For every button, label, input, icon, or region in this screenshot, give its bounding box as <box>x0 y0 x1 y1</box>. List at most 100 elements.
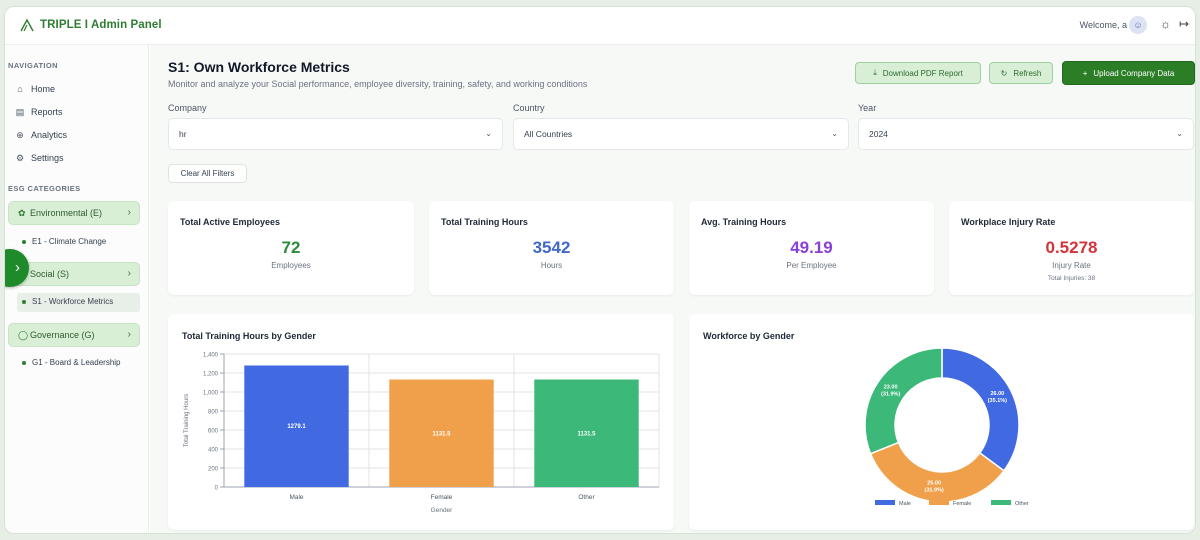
kpi-card-employees: Total Active Employees 72 Employees <box>168 201 414 295</box>
company-select[interactable]: hr ⌄ <box>168 118 503 150</box>
sidebar-item-reports[interactable]: ▤ Reports <box>15 104 63 120</box>
bullet-icon <box>22 299 26 304</box>
kpi-unit: Injury Rate <box>1052 261 1091 270</box>
refresh-button[interactable]: ↻ Refresh <box>989 62 1053 84</box>
chevron-down-icon: ⌄ <box>485 129 492 138</box>
x-tick-label: Female <box>431 494 453 501</box>
year-select[interactable]: 2024 ⌄ <box>858 118 1194 150</box>
brand-title[interactable]: TRIPLE I Admin Panel <box>40 19 162 31</box>
chevron-down-icon: ⌄ <box>831 129 838 138</box>
chevron-right-icon: › <box>127 268 131 279</box>
y-axis-label: Total Training Hours <box>184 394 190 447</box>
year-select-value: 2024 <box>869 129 888 139</box>
legend-label: Male <box>899 501 911 507</box>
download-pdf-button[interactable]: ⤓ Download PDF Report <box>855 62 981 84</box>
kpi-value: 0.5278 <box>1045 238 1098 257</box>
slice-value-label: 25.00 (31.9%) <box>924 480 943 493</box>
shield-icon: ◯ <box>18 329 29 340</box>
sub-item-e1[interactable]: E1 - Climate Change <box>22 237 106 246</box>
sidebar: NAVIGATION ⌂ Home ▤ Reports ⊕ Analytics … <box>5 45 149 533</box>
main-content: S1: Own Workforce Metrics Monitor and an… <box>150 45 1195 533</box>
bullet-icon <box>22 360 26 365</box>
chevron-down-icon: ⌄ <box>1176 129 1183 138</box>
category-label: Social (S) <box>30 269 70 279</box>
chart-icon: ⊕ <box>16 129 24 140</box>
y-tick-label: 200 <box>208 467 219 473</box>
category-environmental[interactable]: ✿ Environmental (E) › <box>8 201 140 225</box>
kpi-unit: Per Employee <box>786 261 837 270</box>
x-tick-label: Male <box>289 494 303 501</box>
chart-title: Total Training Hours by Gender <box>182 331 316 341</box>
gear-icon: ⚙ <box>15 152 25 163</box>
kpi-value: 49.19 <box>790 238 833 257</box>
user-icon[interactable]: ☺ <box>1129 16 1147 34</box>
kpi-unit: Hours <box>540 261 563 270</box>
sidebar-item-label: Reports <box>31 107 63 117</box>
esg-section-title: ESG CATEGORIES <box>8 184 81 193</box>
app-window: TRIPLE I Admin Panel Welcome, a ☺ ☼ ↦ NA… <box>4 6 1196 534</box>
company-select-value: hr <box>179 129 187 139</box>
brand-logo-icon <box>20 18 34 32</box>
nav-section-title: NAVIGATION <box>8 61 58 70</box>
sub-item-label: S1 - Workforce Metrics <box>32 297 114 306</box>
company-filter-label: Company <box>168 103 207 113</box>
x-axis-label: Gender <box>431 507 454 514</box>
leaf-icon: ✿ <box>18 207 26 218</box>
y-tick-label: 400 <box>208 448 219 454</box>
file-icon: ▤ <box>15 106 25 117</box>
sidebar-item-home[interactable]: ⌂ Home <box>15 81 55 97</box>
upload-data-button[interactable]: + Upload Company Data <box>1062 61 1195 85</box>
bar-other <box>534 379 639 487</box>
slice-other <box>864 347 943 455</box>
sidebar-item-label: Analytics <box>31 130 68 140</box>
kpi-card-training-hours: Total Training Hours 3542 Hours <box>429 201 674 295</box>
sidebar-item-label: Home <box>31 84 56 94</box>
category-label: Governance (G) <box>30 330 95 340</box>
legend-label: Female <box>953 501 971 507</box>
slice-value-label: 26.00 (35.1%) <box>988 391 1007 404</box>
category-governance[interactable]: ◯ Governance (G) › <box>8 323 140 347</box>
sidebar-item-label: Settings <box>31 153 64 163</box>
sub-item-g1[interactable]: G1 - Board & Leadership <box>22 358 121 367</box>
sub-item-label: E1 - Climate Change <box>32 237 107 246</box>
legend-label: Other <box>1015 501 1029 507</box>
country-filter-label: Country <box>513 103 545 113</box>
page-title: S1: Own Workforce Metrics <box>168 59 350 75</box>
bar-value-label: 1131.5 <box>577 431 596 437</box>
chevron-right-icon: › <box>127 207 131 218</box>
kpi-card-avg-training: Avg. Training Hours 49.19 Per Employee <box>689 201 934 295</box>
kpi-title: Total Active Employees <box>180 217 281 227</box>
legend-swatch <box>875 500 895 505</box>
bar-value-label: 1131.5 <box>432 431 451 437</box>
bar-chart: 0 200 400 600 800 1,000 1,200 1,400 1279.1 Male 11… <box>184 353 660 514</box>
kpi-title: Workplace Injury Rate <box>961 217 1056 227</box>
kpi-value: 3542 <box>532 238 571 257</box>
y-tick-label: 1,000 <box>203 391 219 397</box>
sidebar-item-analytics[interactable]: ⊕ Analytics <box>15 127 67 143</box>
y-tick-label: 600 <box>208 429 219 435</box>
clear-filters-button[interactable]: Clear All Filters <box>168 164 247 183</box>
upload-data-label: Upload Company Data <box>1093 68 1175 78</box>
kpi-title: Total Training Hours <box>441 217 528 227</box>
slice-value-label: 23.00 (31.9%) <box>881 384 900 397</box>
kpi-extra: Total Injuries: 38 <box>1047 275 1096 282</box>
sub-item-s1[interactable]: S1 - Workforce Metrics <box>22 297 113 306</box>
country-select[interactable]: All Countries ⌄ <box>513 118 849 150</box>
kpi-title: Avg. Training Hours <box>701 217 787 227</box>
category-social[interactable]: Social (S) › <box>8 262 140 286</box>
y-tick-label: 0 <box>215 486 219 492</box>
chevron-right-icon: › <box>127 329 131 340</box>
slice-male <box>941 347 1020 472</box>
x-tick-label: Other <box>578 494 595 501</box>
y-tick-label: 1,400 <box>203 353 219 359</box>
y-tick-label: 800 <box>208 410 219 416</box>
bar-female <box>389 379 494 487</box>
legend-swatch <box>991 500 1011 505</box>
sub-item-label: G1 - Board & Leadership <box>32 358 121 367</box>
sun-icon[interactable]: ☼ <box>1160 17 1171 31</box>
sidebar-item-settings[interactable]: ⚙ Settings <box>15 150 64 166</box>
kpi-value: 72 <box>281 238 301 257</box>
logout-icon[interactable]: ↦ <box>1178 17 1189 31</box>
category-label: Environmental (E) <box>30 208 103 218</box>
country-select-value: All Countries <box>524 129 573 139</box>
